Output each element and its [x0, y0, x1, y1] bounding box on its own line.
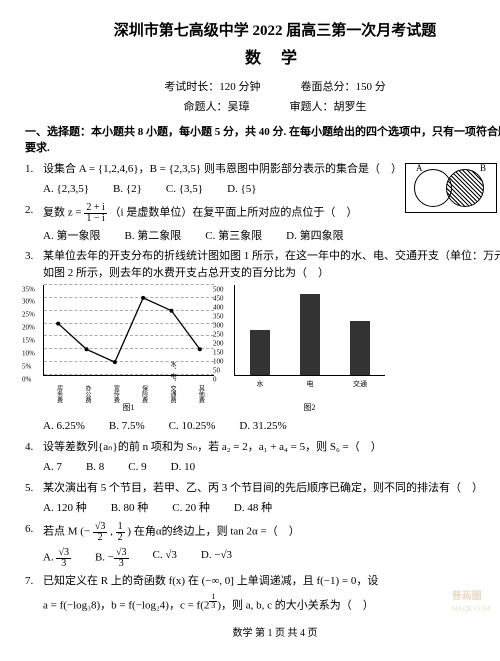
q2-text-b: （i 是虚数单位）在复平面上所对应的点位于（ ）: [110, 206, 358, 218]
bar-chart-caption: 图2: [234, 402, 385, 414]
q3-opt-a: A. 6.25%: [43, 418, 85, 435]
q6-options: A. √33 B. −√33 C. √3 D. −√3: [43, 547, 500, 569]
meta-row-1: 考试时长：120 分钟 卷面总分：150 分: [25, 79, 500, 96]
author: 吴璋: [228, 101, 250, 113]
q2-opt-b: B. 第二象限: [124, 228, 181, 245]
q2-opt-c: C. 第三象限: [205, 228, 262, 245]
q5-opt-b: B. 80 种: [111, 500, 149, 517]
q6-num: 6.: [25, 521, 43, 538]
q7-line2: a = f(−log₃8)，b = f(−log₂4)，c = f(213)，则…: [43, 593, 500, 614]
q4-text: 设等差数列{aₙ}的前 n 项和为 Sₙ，若 a₂ = 2，a₁ + a₄ = …: [43, 439, 500, 456]
q4-opt-d: D. 10: [171, 459, 195, 476]
q2-fraction: 2 + i1 − i: [84, 202, 106, 224]
venn-label-b: B: [480, 162, 486, 176]
section-1-heading: 一、选择题：本小题共 8 小题，每小题 5 分，共 40 分. 在每小题给出的四…: [25, 124, 500, 157]
q4-opt-c: C. 9: [128, 459, 146, 476]
q5-opt-c: C. 20 种: [172, 500, 210, 517]
q4-opt-a: A. 7: [43, 459, 62, 476]
q7-text: 已知定义在 R 上的奇函数 f(x) 在 (−∞, 0] 上单调递减，且 f(−…: [43, 573, 500, 590]
venn-diagram: A B: [405, 163, 497, 213]
question-5: 5. 某次演出有 5 个节目，若甲、乙、丙 3 个节目间的先后顺序已确定，则不同…: [25, 480, 500, 497]
bar-chart: 050100150200250300350400450500水电交通: [234, 285, 385, 376]
author-label: 命题人：: [184, 101, 228, 113]
meta-row-2: 命题人：吴璋 审题人：胡罗生: [25, 99, 500, 116]
fullscore-label: 卷面总分：: [301, 81, 356, 93]
duration-label: 考试时长：: [164, 81, 219, 93]
reviewer: 胡罗生: [334, 101, 367, 113]
q2-opt-d: D. 第四象限: [286, 228, 343, 245]
q3-options: A. 6.25% B. 7.5% C. 10.25% D. 31.25%: [43, 418, 500, 435]
q1-opt-d: D. {5}: [227, 181, 257, 198]
q6-text: 若点 M (− √32 , 12 ) 在角α的终边上，则 tan 2α =（ ）: [43, 521, 500, 543]
question-6: 6. 若点 M (− √32 , 12 ) 在角α的终边上，则 tan 2α =…: [25, 521, 500, 543]
venn-label-a: A: [416, 162, 423, 176]
q2-options: A. 第一象限 B. 第二象限 C. 第三象限 D. 第四象限: [43, 228, 500, 245]
fullscore: 150 分: [356, 81, 386, 93]
q5-text: 某次演出有 5 个节目，若甲、乙、丙 3 个节目间的先后顺序已确定，则不同的排法…: [43, 480, 500, 497]
reviewer-label: 审题人：: [290, 101, 334, 113]
q5-opt-d: D. 48 种: [234, 500, 272, 517]
q3-opt-c: C. 10.25%: [169, 418, 216, 435]
q5-options: A. 120 种 B. 80 种 C. 20 种 D. 48 种: [43, 500, 500, 517]
question-4: 4. 设等差数列{aₙ}的前 n 项和为 Sₙ，若 a₂ = 2，a₁ + a₄…: [25, 439, 500, 456]
q2-num: 2.: [25, 202, 43, 219]
question-7: 7. 已知定义在 R 上的奇函数 f(x) 在 (−∞, 0] 上单调递减，且 …: [25, 573, 500, 590]
line-chart: 0%5%10%15%20%25%30%35%房务费办公费宣传费保险费水、电、交通…: [43, 285, 214, 376]
q5-num: 5.: [25, 480, 43, 497]
q4-opt-b: B. 8: [86, 459, 104, 476]
page-footer: 数学 第 1 页 共 4 页: [25, 626, 500, 641]
q3-charts: 0%5%10%15%20%25%30%35%房务费办公费宣传费保险费水、电、交通…: [43, 285, 500, 414]
q4-num: 4.: [25, 439, 43, 456]
q3-text: 某单位去年的开支分布的折线统计图如图 1 所示，在这一年中的水、电、交通开支（单…: [43, 248, 500, 281]
q2-text-a: 复数 z =: [43, 206, 84, 218]
exam-title: 深圳市第七高级中学 2022 届高三第一次月考试题: [25, 20, 500, 43]
subject: 数 学: [25, 47, 500, 71]
q3-opt-d: D. 31.25%: [239, 418, 286, 435]
question-3: 3. 某单位去年的开支分布的折线统计图如图 1 所示，在这一年中的水、电、交通开…: [25, 248, 500, 281]
q3-num: 3.: [25, 248, 43, 265]
duration: 120 分钟: [219, 81, 260, 93]
q1-num: 1.: [25, 161, 43, 178]
q1-opt-a: A. {2,3,5}: [43, 181, 89, 198]
q4-options: A. 7 B. 8 C. 9 D. 10: [43, 459, 500, 476]
q3-opt-b: B. 7.5%: [109, 418, 145, 435]
line-chart-caption: 图1: [43, 402, 214, 414]
q5-opt-a: A. 120 种: [43, 500, 87, 517]
q6-my: 12: [116, 521, 125, 543]
q1-opt-c: C. {3,5}: [166, 181, 203, 198]
q1-opt-b: B. {2}: [113, 181, 142, 198]
q6-mx: √32: [93, 521, 108, 543]
q6-opt-d: D. −√3: [201, 547, 232, 569]
venn-set-b: [446, 169, 484, 207]
q6-opt-a: A. √33: [43, 547, 71, 569]
q2-opt-a: A. 第一象限: [43, 228, 100, 245]
q7-num: 7.: [25, 573, 43, 590]
q6-opt-b: B. −√33: [95, 547, 129, 569]
q6-opt-c: C. √3: [153, 547, 177, 569]
